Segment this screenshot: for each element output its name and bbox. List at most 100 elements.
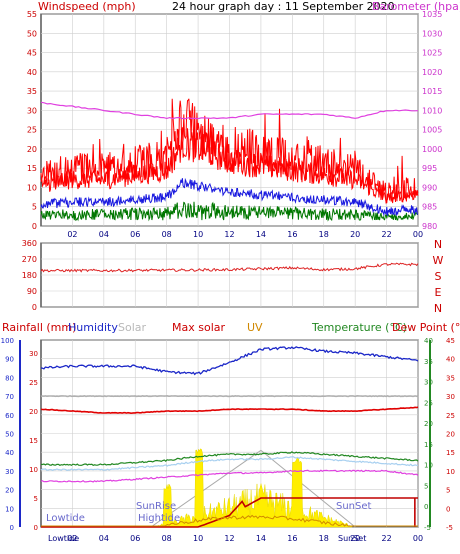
direction-grid [41,242,419,308]
compass-e-label: E [435,286,442,299]
compass-n-label: N [434,302,442,315]
humidity-tick-label: 40 [5,449,14,457]
temperature-tick-label: 15 [424,441,433,449]
dewpoint-tick-label: -5 [446,524,453,532]
rain-tick-label: 5 [34,495,38,503]
rain-tick-label: 0 [34,524,38,532]
rain-tick-label: 20 [29,408,38,416]
climate-series [40,346,419,528]
dewpoint-tick-label: 15 [446,449,455,457]
climate-x-tick-label: 22 [381,534,391,543]
barometer-tick-label: 1010 [422,106,442,115]
humidity-tick-label: 90 [5,356,14,364]
max-solar-label: Max solar [172,321,225,334]
wind-series [40,98,419,222]
temperature-tick-label: 25 [424,399,433,407]
x-sunset-label: SunSet [338,534,366,543]
humidity-tick-label: 30 [5,468,14,476]
wind-x-tick-label: 04 [99,230,109,239]
barometer-tick-label: 1035 [422,10,442,19]
temperature-label: Temperature (°C) [311,321,407,334]
compass-w-label: W [433,254,444,267]
solar-average-line [40,394,419,398]
rain-tick-label: 25 [29,379,38,387]
humidity-tick-label: 20 [5,487,14,495]
barometer-tick-label: 1030 [422,29,442,38]
wind-x-tick-label: 14 [256,230,266,239]
direction-tick-label: 180 [22,271,37,280]
humidity-tick-label: 50 [5,431,14,439]
wind-x-tick-label: 08 [162,230,172,239]
direction-tick-label: 0 [32,303,37,312]
climate-x-tick-label: 10 [193,534,203,543]
rainfall-label: Rainfall (mm) [2,321,76,334]
barometer-tick-label: 1015 [422,87,442,96]
barometer-ticks: 980 985 990 995 1000 1005 1010 1015 1020 1025 1030… [422,10,442,231]
windspeed-tick-label: 15 [27,164,37,173]
sunrise-annotation: SunRise [136,501,176,512]
barometer-tick-label: 1025 [422,49,442,58]
humidity-tick-label: 60 [5,412,14,420]
climate-ticks: 0102030405060708090100051015202530-50510… [1,337,455,532]
gust-line [40,98,419,204]
hightide-annotation: Hightide [138,513,180,524]
rainfall-line [41,497,418,528]
humidity-tick-label: 80 [5,374,14,382]
humidity-tick-label: 10 [5,505,14,513]
dewpoint-tick-label: 40 [446,356,455,364]
climate-x-tick-label: 14 [256,534,266,543]
climate-x-tick-label: 06 [130,534,140,543]
humidity-tick-label: 70 [5,393,14,401]
dewpoint-tick-label: 20 [446,431,455,439]
windspeed-ticks: 0 5 10 15 20 25 30 35 40 45 50 55 [27,10,37,231]
barometer-line [40,101,419,120]
max-solar-envelope [150,449,356,528]
solar-label: Solar [118,321,147,334]
temperature-tick-label: 20 [424,420,433,428]
climate-x-tick-label: 02 [67,534,77,543]
wind-x-tick-label: 06 [130,230,140,239]
temperature-feels-line [40,456,418,471]
uv-line [41,514,418,527]
rain-tick-label: 10 [29,466,38,474]
humidity-tick-label: 0 [10,524,14,532]
solar-area [154,448,353,528]
temperature-tick-label: 0 [424,503,428,511]
climate-x-ticks: 02 04 06 08 10 12 14 16 18 20 22 00 Lowtide SunSet [48,534,423,543]
barometer-tick-label: 990 [422,183,437,192]
dewpoint-line [40,469,419,483]
direction-tick-label: 90 [27,287,37,296]
barometer-tick-label: 1000 [422,145,442,154]
uv-label: UV [247,321,263,334]
humidity-line [40,346,419,376]
wind-average-line [40,177,419,217]
dewpoint-tick-label: 35 [446,374,455,382]
windspeed-tick-label: 40 [27,68,37,77]
climate-x-tick-label: 12 [224,534,234,543]
barometer-tick-label: 1005 [422,126,442,135]
rain-tick-label: 15 [29,437,38,445]
dewpoint-tick-label: 30 [446,393,455,401]
windspeed-tick-label: 50 [27,29,37,38]
barometer-tick-label: 980 [422,222,437,231]
dewpoint-tick-label: 5 [446,487,450,495]
windspeed-tick-label: 35 [27,87,37,96]
compass-s-label: S [435,270,442,283]
windspeed-tick-label: 10 [27,183,37,192]
windspeed-tick-label: 55 [27,10,37,19]
climate-x-tick-label: 00 [413,534,423,543]
direction-tick-label: 360 [22,239,37,248]
climate-x-tick-label: 04 [99,534,109,543]
barometer-tick-label: 995 [422,164,437,173]
wind-x-tick-label: 10 [193,230,203,239]
climate-x-tick-label: 18 [319,534,329,543]
temperature-tick-label: 30 [424,379,433,387]
wind-x-ticks: 02 04 06 08 10 12 14 16 18 20 22 00 [67,230,423,239]
max-solar-line [40,406,419,415]
rain-tick-label: 30 [29,350,38,358]
wind-x-tick-label: 18 [319,230,329,239]
climate-x-tick-label: 16 [287,534,297,543]
temperature-tick-label: 40 [424,337,433,345]
